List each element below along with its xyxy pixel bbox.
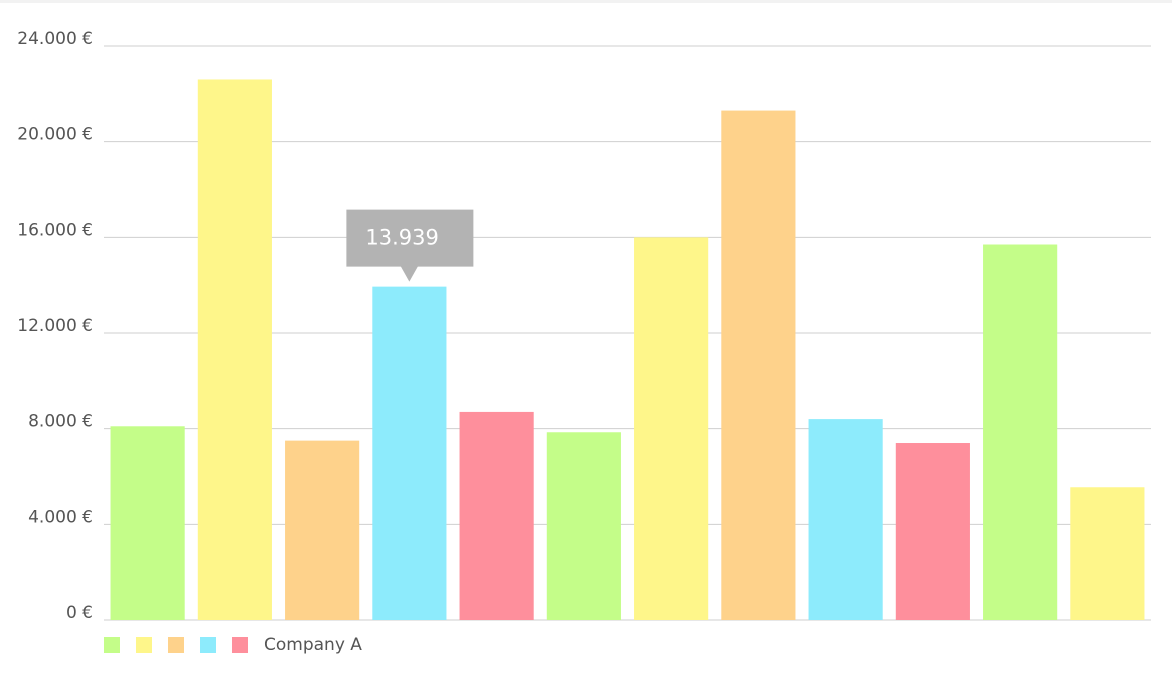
bar: [983, 244, 1058, 620]
bar: [721, 110, 796, 620]
tooltip-box: [346, 209, 474, 267]
bar: [285, 440, 360, 620]
bar: [1070, 487, 1145, 620]
tooltip-pointer: [400, 265, 419, 282]
y-tick-label: 16.000 €: [17, 220, 93, 240]
legend-swatch: [168, 637, 184, 653]
bar: [546, 432, 621, 620]
y-tick-label: 4.000 €: [28, 507, 93, 527]
legend-swatch: [200, 637, 216, 653]
bar: [808, 419, 883, 620]
top-shadow: [0, 0, 1172, 3]
y-tick-label: 12.000 €: [17, 316, 93, 336]
legend-swatch: [136, 637, 152, 653]
legend-swatch: [232, 637, 248, 653]
bar: [372, 286, 447, 620]
bar: [634, 237, 709, 621]
y-tick-label: 20.000 €: [17, 125, 93, 145]
y-tick-label: 24.000 €: [17, 29, 93, 49]
legend-label: Company A: [264, 635, 362, 655]
legend-swatch: [104, 637, 120, 653]
y-tick-label: 8.000 €: [28, 412, 93, 432]
tooltip-label: 13.939: [365, 226, 438, 250]
bar: [459, 411, 534, 620]
bar: [895, 443, 970, 620]
bar: [197, 79, 272, 620]
y-tick-label: 0 €: [66, 603, 93, 623]
bar: [110, 426, 185, 620]
